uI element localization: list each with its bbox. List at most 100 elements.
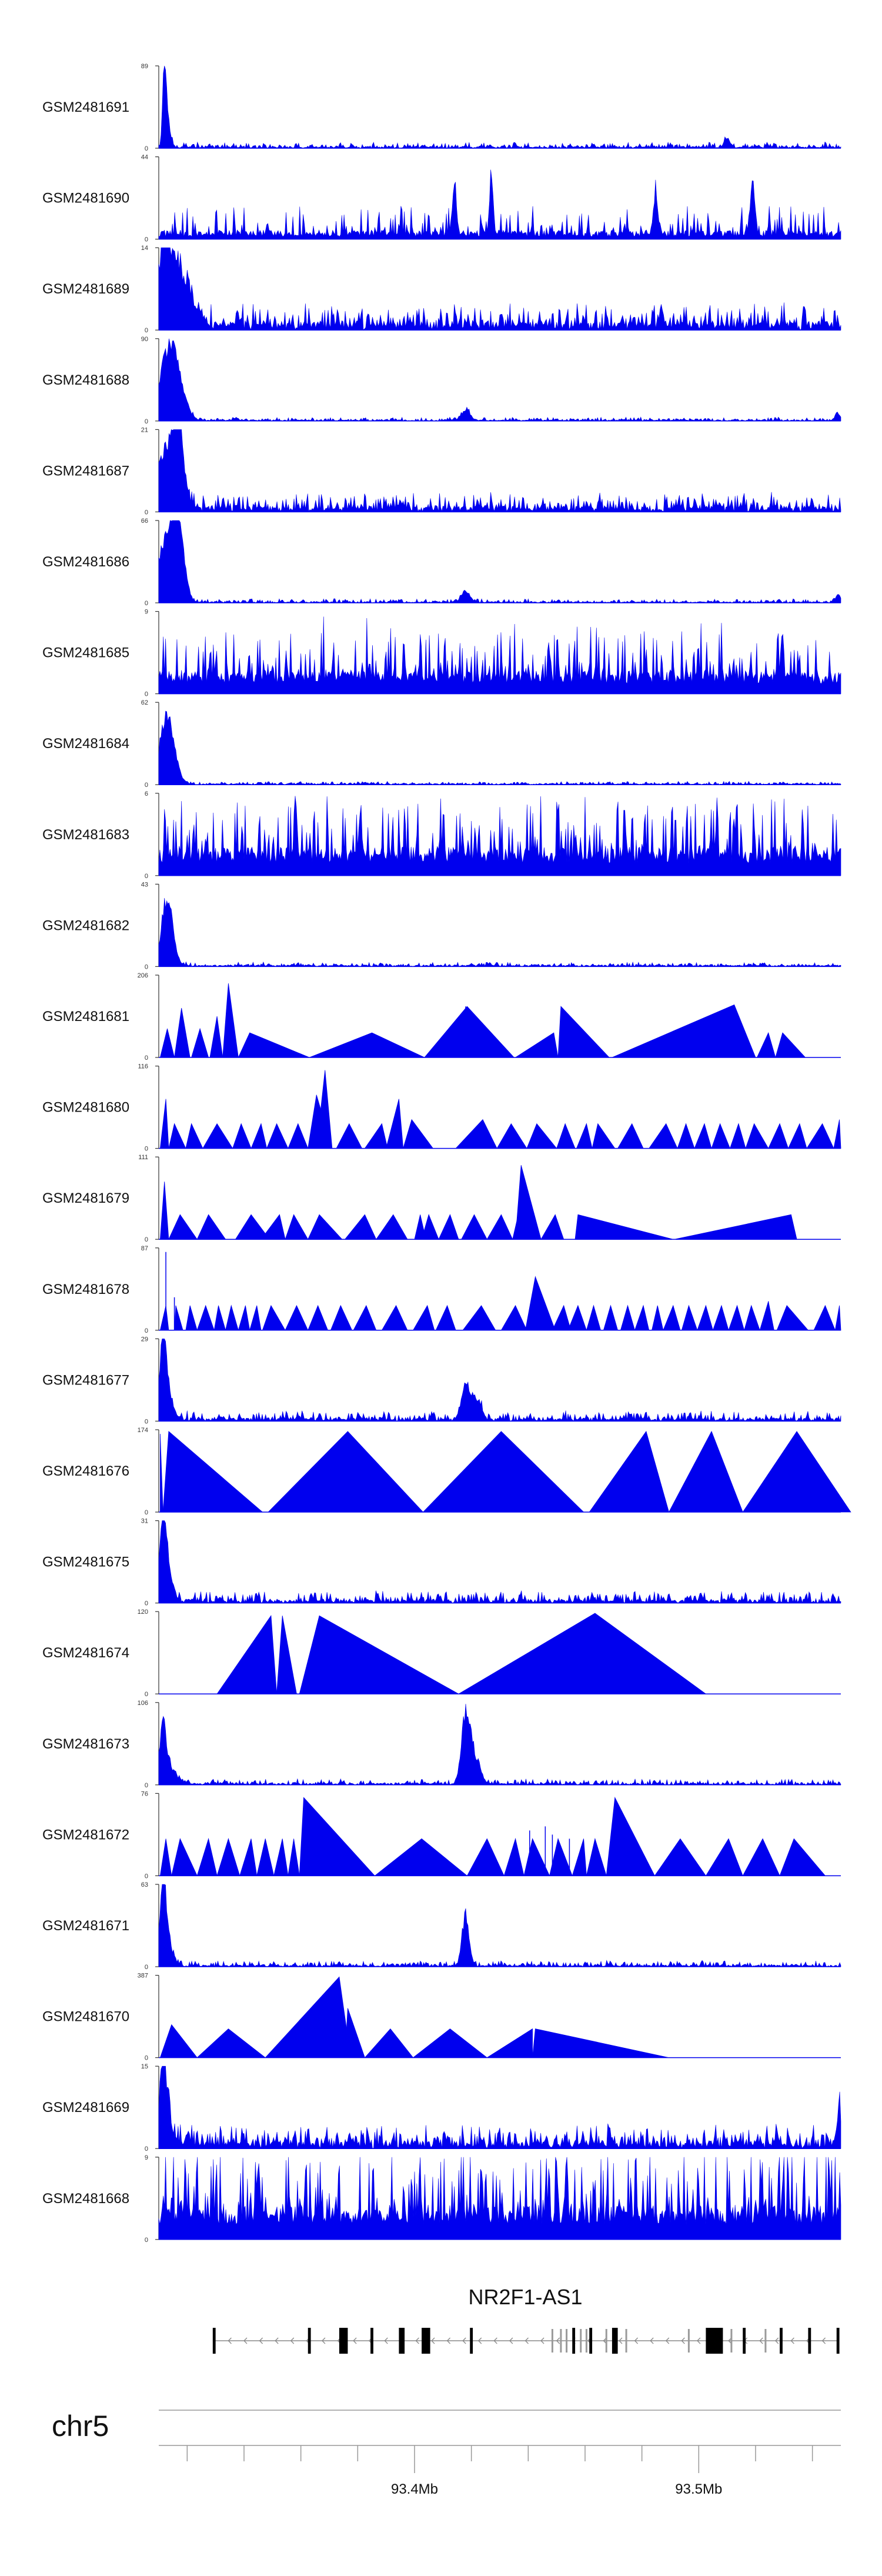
signal-segment: [462, 1305, 496, 1331]
track-label: GSM2481674: [42, 1645, 129, 1661]
signal-segment: [759, 1301, 774, 1331]
signal-profile: [158, 1520, 841, 1604]
y-max-label: 21: [141, 426, 148, 433]
y-max-label: 111: [138, 1154, 148, 1161]
track-label: GSM2481671: [42, 1918, 129, 1934]
signal-segment: [216, 1838, 240, 1876]
track-GSM2481691: GSM2481691 89 0: [42, 63, 841, 152]
y-min-label: 0: [145, 418, 148, 425]
track-label: GSM2481686: [42, 554, 129, 570]
signal-segment: [514, 1032, 559, 1058]
y-min-label: 0: [145, 2055, 148, 2062]
y-min-label: 0: [145, 691, 148, 698]
track-GSM2481687: GSM2481687 21 0: [42, 426, 841, 516]
track-GSM2481675: GSM2481675 31 0: [42, 1518, 841, 1607]
signal-segment: [557, 1006, 610, 1058]
signal-segment: [238, 1032, 310, 1058]
signal-segment: [421, 1213, 439, 1240]
signal-segment: [345, 2008, 365, 2058]
signal-segment: [552, 1304, 572, 1331]
signal-segment: [308, 1304, 329, 1331]
y-min-label: 0: [145, 1873, 148, 1880]
y-min-label: 0: [145, 873, 148, 880]
signal-segment: [806, 1123, 834, 1149]
gene-exon: [422, 2328, 430, 2354]
signal-segment: [235, 1214, 270, 1240]
signal-segment: [191, 1027, 209, 1058]
signal-segment: [216, 1615, 278, 1694]
signal-profile: [158, 1884, 841, 1967]
signal-profile: [158, 616, 841, 694]
signal-segment: [185, 1123, 203, 1149]
signal-segment: [213, 1305, 226, 1331]
signal-segment: [308, 1214, 343, 1240]
signal-segment: [523, 1838, 550, 1876]
y-min-label: 0: [145, 327, 148, 334]
y-min-label: 0: [145, 509, 148, 516]
signal-segment: [694, 1123, 712, 1149]
signal-segment: [276, 1616, 297, 1694]
track-label: GSM2481672: [42, 1827, 129, 1843]
y-max-label: 29: [141, 1336, 148, 1343]
signal-segment: [159, 1838, 172, 1876]
signal-segment: [744, 1304, 760, 1331]
track-GSM2481672: GSM2481672 76 0: [42, 1790, 841, 1880]
signal-segment: [273, 1838, 289, 1876]
signal-segment: [424, 1006, 515, 1058]
signal-segment: [336, 1123, 363, 1149]
signal-segment: [756, 1032, 776, 1058]
signal-segment: [813, 1304, 836, 1331]
signal-segment: [256, 1838, 275, 1876]
signal-segment: [526, 1123, 557, 1149]
signal-segment: [381, 1304, 408, 1331]
signal-segment: [262, 1304, 286, 1331]
signal-segment: [403, 1119, 434, 1149]
signal-profile: [158, 65, 841, 149]
gene-utr-exon: [730, 2329, 733, 2353]
signal-segment: [160, 1433, 163, 1513]
signal-segment: [438, 1214, 459, 1240]
y-min-label: 0: [145, 1600, 148, 1607]
signal-segment: [648, 1123, 678, 1149]
signal-profile: [158, 247, 841, 331]
track-GSM2481683: GSM2481683 6 0: [42, 790, 841, 880]
signal-segment: [288, 1838, 300, 1876]
gene-name-label: NR2F1-AS1: [468, 2285, 582, 2309]
track-GSM2481673: GSM2481673 106 0: [42, 1700, 841, 1789]
track-label: GSM2481688: [42, 372, 129, 388]
gene-utr-exon: [560, 2329, 562, 2353]
track-label: GSM2481676: [42, 1463, 129, 1479]
y-min-label: 0: [145, 1055, 148, 1062]
signal-segment: [455, 1119, 497, 1149]
y-max-label: 387: [138, 1973, 148, 1980]
signal-profile: [158, 338, 841, 422]
signal-segment: [232, 1123, 252, 1149]
gene-utr-exon: [764, 2329, 767, 2353]
signal-profile: [158, 520, 841, 603]
gene-exon: [212, 2328, 216, 2354]
strand-chevron: [384, 2337, 388, 2344]
track-label: GSM2481673: [42, 1736, 129, 1752]
gene-utr-exon: [566, 2329, 568, 2353]
signal-segment: [606, 1797, 656, 1876]
signal-segment: [171, 1838, 198, 1876]
signal-profile: [158, 710, 841, 785]
gene-annotation-track: NR2F1-AS1: [212, 2285, 840, 2354]
track-GSM2481670: GSM2481670 387 0: [42, 1973, 841, 2062]
y-max-label: 9: [145, 2154, 148, 2161]
signal-segment: [549, 1838, 573, 1876]
track-label: GSM2481677: [42, 1372, 129, 1388]
signal-segment: [159, 1182, 169, 1240]
signal-segment: [787, 1123, 807, 1149]
signal-segment: [268, 1431, 424, 1513]
strand-chevron: [446, 2337, 451, 2344]
y-max-label: 116: [138, 1063, 148, 1070]
signal-segment: [414, 1214, 426, 1240]
track-label: GSM2481683: [42, 827, 129, 843]
signal-segment: [486, 2028, 533, 2058]
signal-segment: [375, 1214, 408, 1240]
track-label: GSM2481678: [42, 1282, 129, 1297]
signal-segment: [422, 1431, 584, 1513]
strand-chevron: [321, 2337, 326, 2344]
signal-segment: [260, 1214, 286, 1240]
